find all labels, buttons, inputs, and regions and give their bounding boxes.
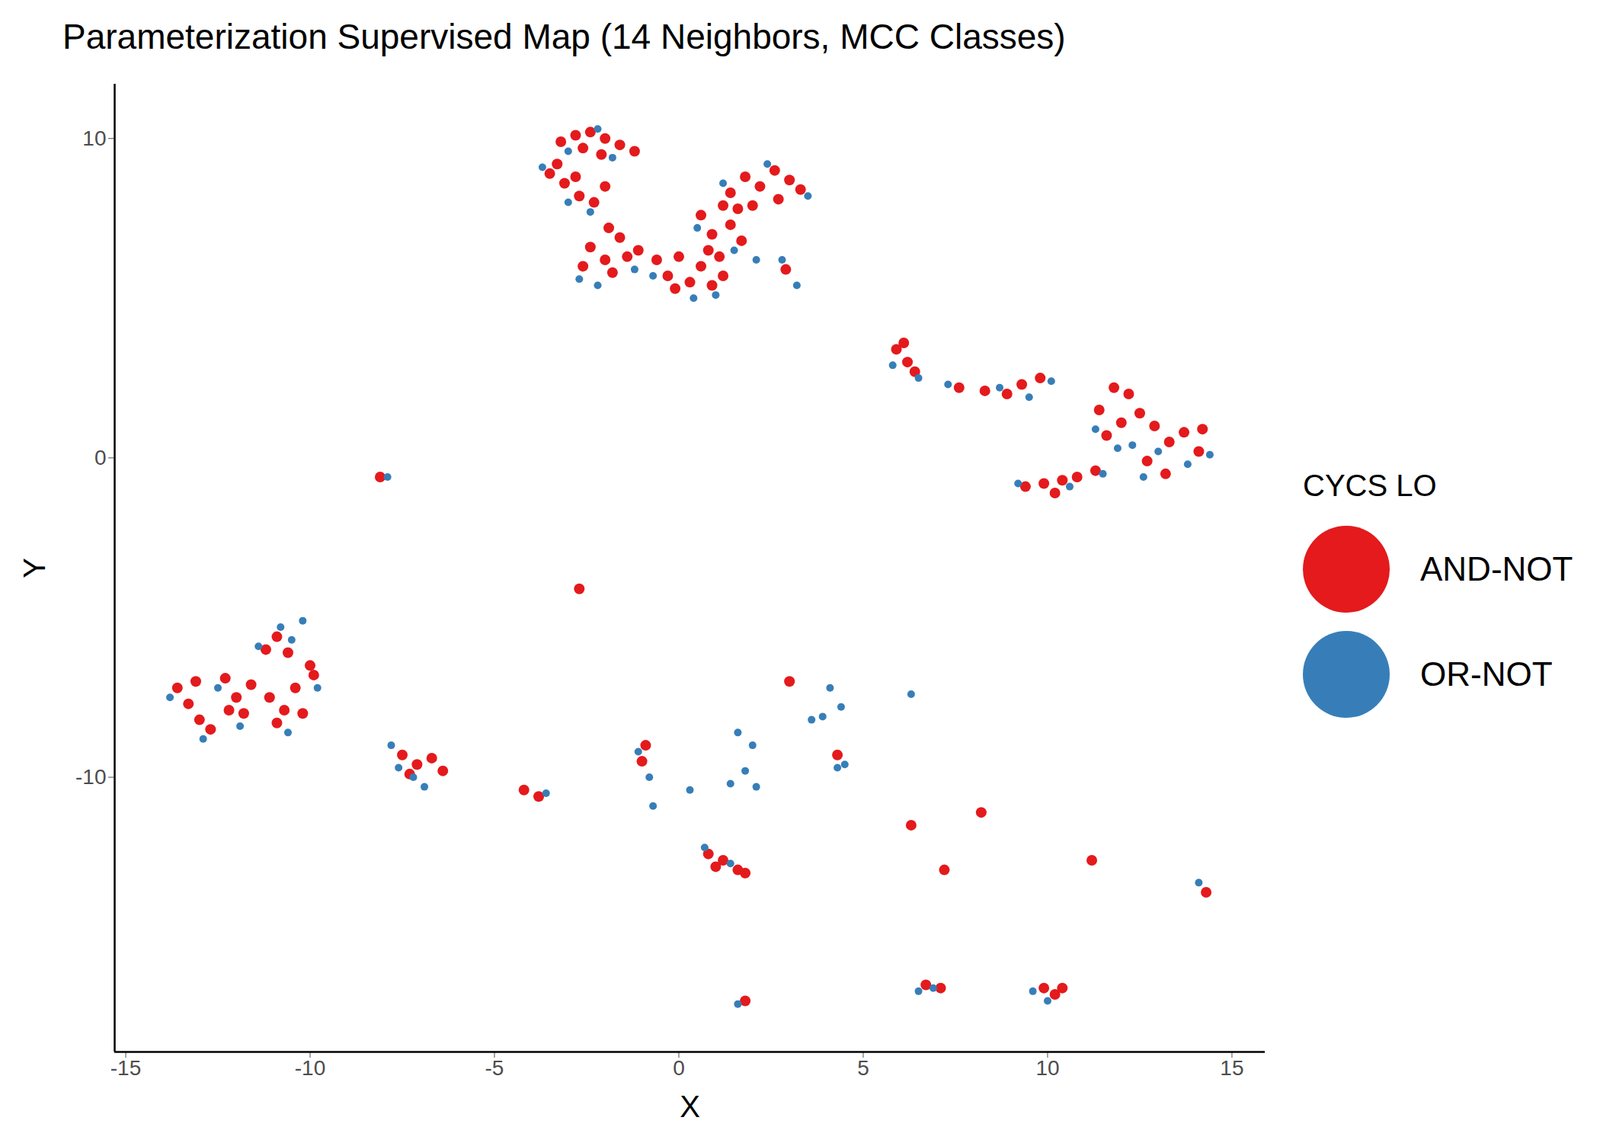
svg-text:-15: -15 xyxy=(110,1056,141,1080)
svg-text:0: 0 xyxy=(94,445,107,470)
svg-text:-10: -10 xyxy=(75,764,106,789)
svg-text:-5: -5 xyxy=(485,1056,505,1080)
html-text:CYCS LO: CYCS LO xyxy=(1302,468,1437,502)
svg-text:10: 10 xyxy=(82,126,106,151)
svg-text:10: 10 xyxy=(1035,1056,1060,1080)
svg-text:X: X xyxy=(679,1089,701,1124)
html-text:OR-NOT: OR-NOT xyxy=(1420,654,1553,693)
svg-text:-10: -10 xyxy=(294,1056,326,1080)
svg-text:15: 15 xyxy=(1219,1056,1244,1080)
svg-text:5: 5 xyxy=(857,1056,870,1080)
html-text:Parameterization Supervised Ma: Parameterization Supervised Map (14 Neig… xyxy=(62,16,1066,57)
svg-text:Y: Y xyxy=(17,557,52,579)
html-text:AND-NOT: AND-NOT xyxy=(1420,549,1573,588)
svg-text:0: 0 xyxy=(672,1056,685,1080)
